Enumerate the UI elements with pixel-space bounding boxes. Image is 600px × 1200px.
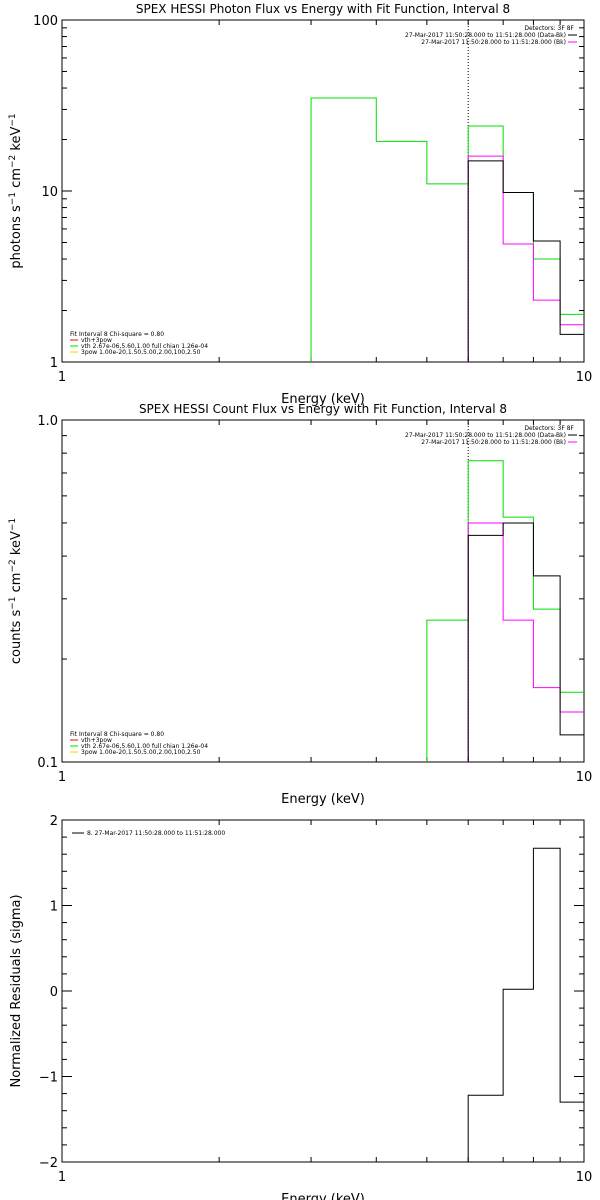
panel2-legend-item: 27-Mar-2017 11:50:28.000 to 11:51:28.000… [405,432,566,439]
panel1: SPEX HESSI Photon Flux vs Energy with Fi… [8,2,592,407]
panel3-series-1 [467,847,584,1162]
panel3-ytick-label: 0 [50,985,58,1000]
panel1-fit-item: vth 2.67e-06,5.60,1.00 full chian 1.26e-… [81,343,208,350]
panel2-legend-header: Detectors: 3F 8F [524,425,574,432]
panel3-legend-item: 8. 27-Mar-2017 11:50:28.000 to 11:51:28.… [87,830,225,837]
panel1-data [310,97,584,362]
panel1-series-3 [467,160,584,362]
panel3-ytick-label: 2 [50,814,58,829]
panel2-series-2 [467,522,584,762]
panel1-title: SPEX HESSI Photon Flux vs Energy with Fi… [136,2,510,16]
panel3-ylabel-main: Normalized Residuals (sigma) [9,894,24,1087]
panel1-ylabel-sup3: −1 [8,113,18,126]
panel2-series-3 [467,522,584,762]
panel2: SPEX HESSI Count Flux vs Energy with Fit… [8,402,592,807]
panel1-ylabel-end: keV [9,127,24,155]
panel3-ylabel: Normalized Residuals (sigma) [9,894,24,1087]
panel2-ytick-label: 0.1 [37,756,58,771]
panel2-ylabel-end: keV [9,531,24,559]
panel1-ytick-label: 100 [33,14,58,29]
panel1-xtick-label: 1 [58,370,66,385]
panel3-ytick-label: −1 [39,1071,58,1086]
panel1-xtick-label: 10 [576,370,593,385]
panel1-ylabel-sup2: −2 [8,155,18,168]
panel1-fit-header: Fit Interval 8 Chi-square = 0.80 [70,331,164,338]
panel1-series-2 [467,155,584,362]
panel3-xtick-label: 10 [576,1170,593,1185]
panel1-fit-item: vth+3pow [81,337,112,344]
panel2-ylabel-sup3: −1 [8,518,18,531]
panel2-xtick-label: 10 [576,770,593,785]
panel1-ylabel-sup1: −1 [8,192,18,205]
panel2-ylabel-sup2: −2 [8,559,18,572]
panel2-ylabel: counts s−1 cm−2 keV−1 [8,518,24,664]
panel1-ylabel-mid: cm [9,168,24,192]
panel3-ytick-label: −2 [39,1156,58,1171]
panel2-ylabel-sup1: −1 [8,596,18,609]
panel2-ytick-label: 1.0 [37,414,58,429]
panel2-xlabel: Energy (keV) [281,792,365,807]
panel2-fit-header: Fit Interval 8 Chi-square = 0.80 [70,731,164,738]
panel1-xlabel: Energy (keV) [281,392,365,407]
panel2-fit-item: vth 2.67e-06,5.60,1.00 full chian 1.26e-… [81,743,208,750]
panel3: 1 10 −2 −1 0 1 2 Energy (keV) Normalized Residua… [9,814,592,1200]
panel2-ylabel-main: counts s [9,610,24,665]
panel1-ylabel-main: photons s [9,205,24,269]
panel1-ylabel: photons s−1 cm−2 keV−1 [8,113,24,268]
panel2-title: SPEX HESSI Count Flux vs Energy with Fit… [139,402,507,416]
panel2-ylabel-mid: cm [9,573,24,597]
panel2-fit-item: 3pow 1.00e-20,1.50,5.00,2.00,100,2.50 [81,749,201,756]
panel1-legend-item: 27-Mar-2017 11:50:28.000 to 11:51:28.000… [405,32,566,39]
panel1-fit-item: 3pow 1.00e-20,1.50,5.00,2.00,100,2.50 [81,349,201,356]
panel3-data [467,847,584,1162]
panel1-ytick-label: 1 [50,356,58,371]
panel1-legend-header: Detectors: 3F 8F [524,25,574,32]
panel1-legend-item: 27-Mar-2017 11:50:28.000 to 11:51:28.000… [421,39,566,46]
panel1-series-1 [310,97,584,362]
panel3-xtick-label: 1 [58,1170,66,1185]
panel1-frame [61,19,585,363]
panel1-ytick-label: 10 [41,185,58,200]
panel3-xlabel: Energy (keV) [281,1192,365,1200]
panel3-frame [61,819,585,1163]
panel2-xtick-label: 1 [58,770,66,785]
panel2-fit-item: vth+3pow [81,737,112,744]
panel2-frame [61,419,585,763]
panel2-legend-item: 27-Mar-2017 11:50:28.000 to 11:51:28.000… [421,439,566,446]
panel3-ytick-label: 1 [50,900,58,915]
panel2-data [426,460,584,762]
